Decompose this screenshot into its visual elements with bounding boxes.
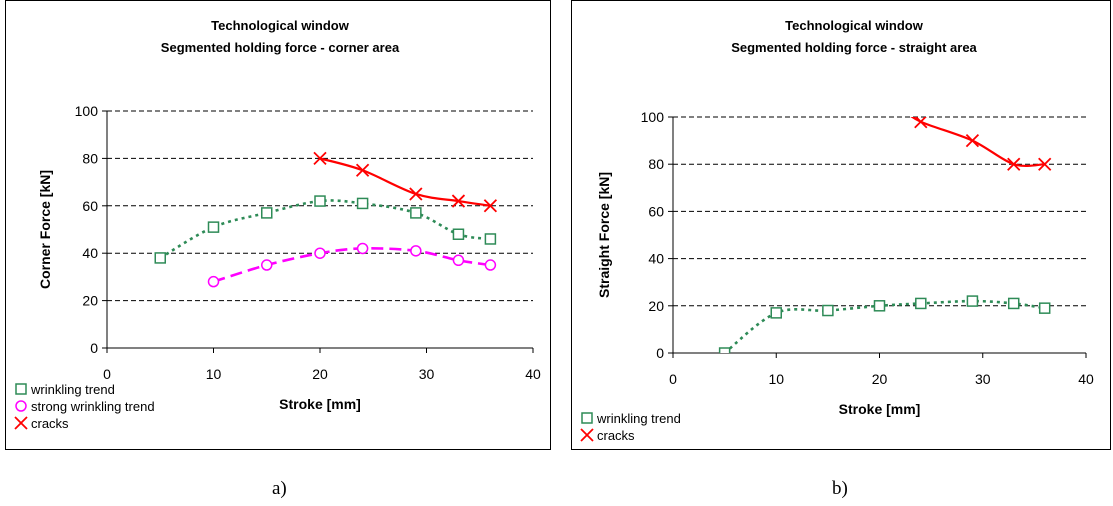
legend-marker	[14, 416, 28, 430]
x-axis-label: Stroke [mm]	[279, 396, 361, 412]
data-point	[894, 102, 906, 114]
x-tick-label: 40	[525, 366, 541, 382]
data-point	[1038, 157, 1052, 171]
y-tick-label: 60	[82, 198, 98, 214]
legend-label: wrinkling trend	[30, 382, 115, 397]
figure-label-a: a)	[272, 478, 287, 499]
y-tick-label: 80	[648, 156, 664, 172]
data-point	[356, 242, 369, 255]
data-point	[1007, 157, 1021, 171]
data-point	[484, 259, 497, 271]
plot-area	[718, 102, 1052, 353]
data-point	[154, 252, 166, 264]
x-tick-label: 30	[419, 366, 435, 382]
legend-marker	[15, 383, 27, 395]
x-axis-label: Stroke [mm]	[839, 401, 921, 417]
chart-panel-a: Technological window Segmented holding fo…	[5, 0, 551, 450]
legend-marker	[15, 400, 27, 412]
data-point	[355, 163, 370, 177]
data-point	[1038, 302, 1051, 314]
data-point	[314, 247, 326, 259]
legend-label: wrinkling trend	[596, 411, 681, 426]
chart-panel-b: Technological window Segmented holding fo…	[571, 0, 1111, 450]
data-point	[915, 297, 927, 310]
x-tick-label: 20	[872, 371, 888, 387]
x-tick-label: 20	[312, 366, 328, 382]
y-axis-label: Straight Force [kN]	[596, 172, 612, 298]
data-point	[410, 245, 422, 257]
data-point	[822, 304, 834, 317]
legend: wrinkling trend cracks	[580, 411, 681, 443]
data-point	[718, 347, 731, 353]
plot-area	[154, 151, 498, 288]
series-line	[910, 117, 1045, 168]
data-point	[452, 228, 465, 240]
data-point	[314, 195, 326, 207]
y-tick-label: 20	[648, 298, 664, 314]
data-point	[261, 259, 273, 271]
chart-a-svg: Technological window Segmented holding fo…	[14, 18, 541, 431]
y-tick-label: 60	[648, 203, 664, 219]
gridlines	[673, 116, 1086, 307]
y-tick-label: 0	[90, 340, 98, 356]
data-point	[409, 187, 423, 201]
y-axis-label: Corner Force [kN]	[37, 170, 53, 289]
data-point	[1007, 297, 1020, 310]
data-point	[873, 300, 886, 312]
y-tick-label: 0	[656, 345, 664, 361]
data-point	[261, 207, 273, 219]
data-point	[452, 254, 465, 267]
x-tick-label: 10	[768, 371, 784, 387]
chart-title: Technological window	[785, 18, 924, 33]
data-point	[965, 133, 980, 148]
legend-label: cracks	[597, 428, 635, 443]
y-tick-label: 20	[82, 293, 98, 309]
data-point	[313, 151, 327, 166]
data-point	[356, 197, 369, 210]
data-point	[484, 233, 497, 245]
x-tick-label: 10	[206, 366, 222, 382]
x-tick-label: 30	[975, 371, 991, 387]
y-tick-label: 40	[82, 245, 98, 261]
legend-marker	[581, 412, 593, 424]
y-tick-label: 80	[82, 150, 98, 166]
legend-marker	[580, 428, 594, 442]
figure-label-b: b)	[832, 478, 848, 499]
data-point	[483, 199, 498, 213]
data-point	[207, 221, 220, 233]
data-point	[966, 295, 979, 307]
data-point	[914, 117, 928, 129]
x-tick-label: 0	[669, 371, 677, 387]
y-tick-label: 100	[75, 103, 99, 119]
data-point	[770, 307, 782, 319]
x-tick-label: 0	[103, 366, 111, 382]
legend-label: cracks	[31, 416, 69, 431]
legend-label: strong wrinkling trend	[31, 399, 155, 414]
data-point	[207, 275, 220, 288]
series-line	[319, 157, 491, 207]
chart-subtitle: Segmented holding force - corner area	[161, 40, 400, 55]
data-point	[410, 207, 422, 219]
legend: wrinkling trend strong wrinkling trend cra…	[14, 382, 155, 431]
x-tick-label: 40	[1078, 371, 1094, 387]
chart-title: Technological window	[211, 18, 350, 33]
y-tick-label: 40	[648, 251, 664, 267]
y-tick-label: 100	[641, 109, 665, 125]
chart-b-svg: Technological window Segmented holding fo…	[580, 18, 1094, 443]
data-point	[451, 194, 466, 208]
chart-subtitle: Segmented holding force - straight area	[731, 40, 977, 55]
